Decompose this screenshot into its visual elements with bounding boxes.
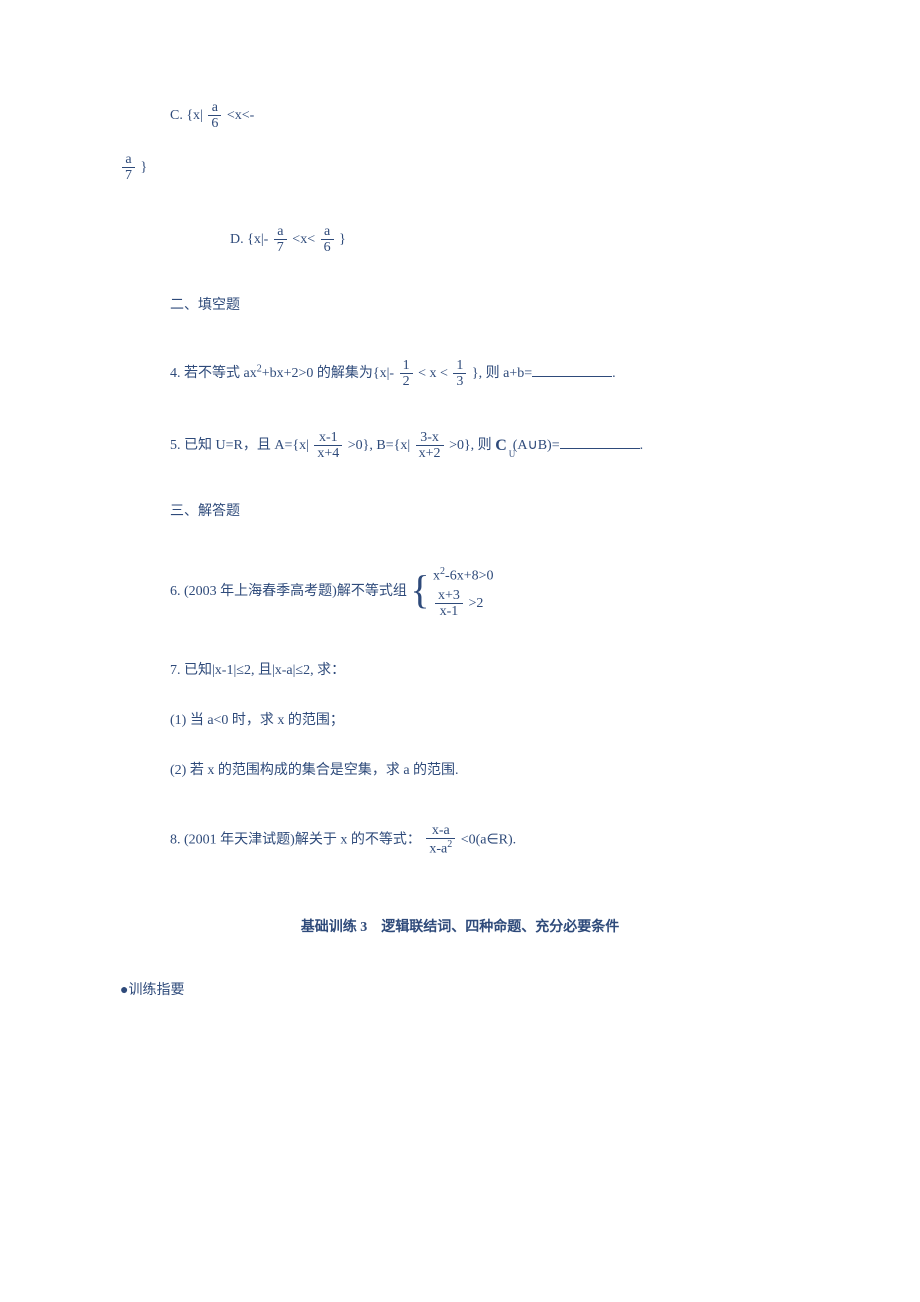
blank-underline — [532, 376, 612, 377]
frac-num: 1 — [453, 358, 466, 374]
q6-frac: x+3 x-1 — [435, 588, 463, 620]
frac-num: x+3 — [435, 588, 463, 604]
q5-mid1: >0}, B={x| — [348, 438, 410, 453]
frac-num: 1 — [400, 358, 413, 374]
q4-frac-rhs: 1 3 — [453, 358, 466, 390]
q4-tail: . — [612, 366, 616, 381]
frac-den: 6 — [321, 240, 334, 255]
option-d-frac1: a 7 — [274, 224, 287, 256]
complement-icon: C U — [495, 433, 509, 459]
frac-num: a — [321, 224, 334, 240]
q5-tail: . — [640, 438, 644, 453]
option-c-label: C. {x| — [170, 108, 203, 123]
frac-num: x-1 — [314, 430, 342, 446]
q8-pre: 8. (2001 年天津试题)解关于 x 的不等式： — [170, 832, 421, 847]
frac-num: a — [122, 152, 135, 168]
training-bullet: ●训练指要 — [120, 980, 800, 1002]
q6-pre: 6. (2003 年上海春季高考题)解不等式组 — [170, 584, 407, 599]
option-d: D. {x|- a 7 <x< a 6 } — [230, 224, 800, 256]
frac-num: 3-x — [416, 430, 444, 446]
q4-frac-lhs: 1 2 — [400, 358, 413, 390]
option-c: C. {x| a 6 <x<- — [170, 100, 800, 132]
q4-op: < x < — [418, 366, 448, 381]
frac-den: 3 — [453, 374, 466, 389]
frac-den: x+4 — [314, 446, 342, 461]
comp-main: C — [495, 437, 507, 454]
system-rows: x2-6x+8>0 x+3 x-1 >2 — [433, 564, 493, 620]
brace-icon: { — [410, 570, 429, 610]
option-c-tail-frac: a 7 — [122, 152, 135, 184]
system-row-2: x+3 x-1 >2 — [433, 588, 493, 620]
question-5: 5. 已知 U=R，且 A={x| x-1 x+4 >0}, B={x| 3-x… — [170, 430, 800, 462]
q6-r2-op: >2 — [468, 596, 483, 611]
q4-pre: 4. 若不等式 ax — [170, 366, 257, 381]
q4-post-sup: +bx+2>0 的解集为{x|- — [262, 366, 394, 381]
q8-frac: x-a x-a2 — [426, 823, 455, 857]
frac-den: x-a2 — [426, 839, 455, 857]
question-6: 6. (2003 年上海春季高考题)解不等式组 { x2-6x+8>0 x+3 … — [170, 564, 800, 620]
question-7-part1: (1) 当 a<0 时，求 x 的范围； — [170, 710, 800, 732]
q5-frac1: x-1 x+4 — [314, 430, 342, 462]
q5-after-comp: (A∪B)= — [513, 438, 560, 453]
frac-den: 6 — [208, 116, 221, 131]
frac-num: a — [274, 224, 287, 240]
frac-den: 7 — [122, 168, 135, 183]
system-row-1: x2-6x+8>0 — [433, 564, 493, 588]
q8-den-pre: x-a — [429, 842, 447, 857]
system-brace: { x2-6x+8>0 x+3 x-1 >2 — [410, 564, 493, 620]
frac-den: x-1 — [435, 604, 463, 619]
q6-r1-post: -6x+8>0 — [445, 568, 493, 583]
q8-after: <0(a∈R). — [461, 832, 516, 847]
option-d-frac2: a 6 — [321, 224, 334, 256]
option-c-mid: <x<- — [227, 108, 254, 123]
question-7-part2: (2) 若 x 的范围构成的集合是空集，求 a 的范围. — [170, 760, 800, 782]
section-3-heading: 三、解答题 — [170, 501, 800, 523]
option-d-close: } — [339, 232, 346, 247]
question-4: 4. 若不等式 ax 2 +bx+2>0 的解集为{x|- 1 2 < x < 1 … — [170, 358, 800, 390]
q5-mid2: >0}, 则 — [449, 438, 492, 453]
frac-num: x-a — [426, 823, 455, 839]
option-d-mid: <x< — [292, 232, 315, 247]
q8-den-sup: 2 — [447, 839, 452, 850]
q5-pre: 5. 已知 U=R，且 A={x| — [170, 438, 309, 453]
section-2-heading: 二、填空题 — [170, 295, 800, 317]
q6-r1-pre: x — [433, 568, 440, 583]
question-7: 7. 已知|x-1|≤2, 且|x-a|≤2, 求： — [170, 660, 800, 682]
option-c-tail: a 7 } — [120, 152, 800, 184]
q5-frac2: 3-x x+2 — [416, 430, 444, 462]
frac-num: a — [208, 100, 221, 116]
frac-den: 2 — [400, 374, 413, 389]
q4-after: }, 则 a+b= — [472, 366, 532, 381]
blank-underline — [560, 448, 640, 449]
option-c-close: } — [141, 160, 148, 175]
option-d-label: D. {x|- — [230, 232, 268, 247]
frac-den: x+2 — [416, 446, 444, 461]
frac-den: 7 — [274, 240, 287, 255]
training-section-title: 基础训练 3 逻辑联结词、四种命题、充分必要条件 — [120, 917, 800, 939]
question-8: 8. (2001 年天津试题)解关于 x 的不等式： x-a x-a2 <0(a… — [170, 823, 800, 857]
comp-sub: U — [509, 447, 516, 461]
option-c-frac: a 6 — [208, 100, 221, 132]
